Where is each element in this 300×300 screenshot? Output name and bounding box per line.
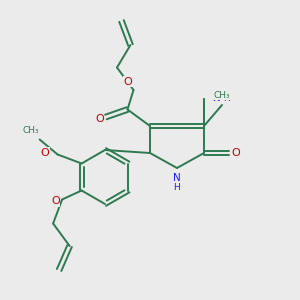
Text: O: O	[95, 113, 104, 124]
Text: H: H	[174, 183, 180, 192]
Text: O: O	[124, 76, 133, 87]
Text: N: N	[213, 93, 220, 103]
Text: H: H	[223, 94, 230, 103]
Text: CH₃: CH₃	[22, 126, 39, 135]
Text: O: O	[232, 148, 241, 158]
Text: N: N	[173, 173, 181, 184]
Text: CH₃: CH₃	[214, 91, 230, 100]
Text: O: O	[40, 148, 50, 158]
Text: O: O	[51, 196, 60, 206]
